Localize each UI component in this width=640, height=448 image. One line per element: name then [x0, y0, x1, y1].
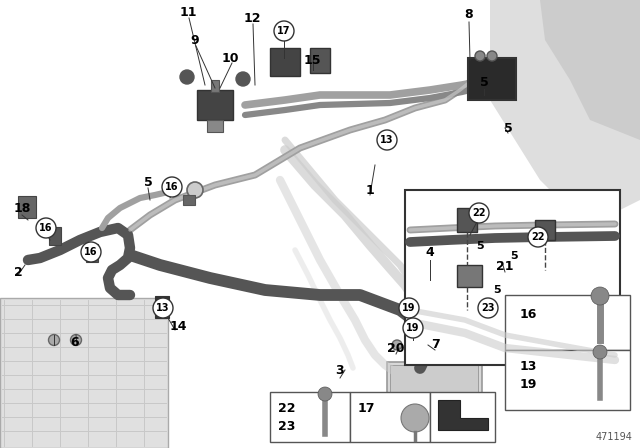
Text: 9: 9 — [191, 34, 199, 47]
Text: 13: 13 — [380, 135, 394, 145]
Bar — [390, 365, 478, 437]
Text: 5: 5 — [493, 285, 501, 295]
Bar — [505, 295, 630, 350]
Text: 15: 15 — [303, 53, 321, 66]
Circle shape — [475, 51, 485, 61]
Text: 18: 18 — [13, 202, 31, 215]
Bar — [197, 90, 233, 120]
Circle shape — [236, 72, 250, 86]
Text: 22: 22 — [472, 208, 486, 218]
Text: 22: 22 — [278, 401, 296, 414]
Text: 5: 5 — [510, 251, 518, 261]
Circle shape — [593, 345, 607, 359]
Text: 16: 16 — [84, 247, 98, 257]
Text: 16: 16 — [39, 223, 52, 233]
Text: 17: 17 — [277, 26, 291, 36]
Text: 3: 3 — [336, 363, 344, 376]
Text: 19: 19 — [403, 303, 416, 313]
Bar — [155, 296, 169, 318]
Text: 21: 21 — [496, 260, 514, 273]
Circle shape — [81, 242, 101, 262]
Circle shape — [403, 318, 423, 338]
Text: 23: 23 — [278, 419, 296, 432]
Bar — [387, 362, 482, 442]
Text: 20: 20 — [387, 343, 404, 356]
Bar — [350, 392, 430, 442]
Bar — [270, 48, 300, 76]
Text: 17: 17 — [358, 401, 376, 414]
Circle shape — [487, 51, 497, 61]
Bar — [86, 244, 98, 262]
Circle shape — [469, 203, 489, 223]
Circle shape — [162, 177, 182, 197]
Text: 19: 19 — [406, 323, 420, 333]
Text: 6: 6 — [70, 336, 79, 349]
Circle shape — [318, 387, 332, 401]
Circle shape — [187, 182, 203, 198]
Text: 14: 14 — [169, 320, 187, 333]
Text: 16: 16 — [165, 182, 179, 192]
Bar — [310, 48, 330, 73]
Polygon shape — [540, 0, 640, 140]
Text: 5: 5 — [479, 77, 488, 90]
Bar — [18, 196, 36, 218]
Text: 8: 8 — [465, 9, 474, 22]
Bar — [211, 80, 219, 92]
Circle shape — [274, 21, 294, 41]
Text: 2: 2 — [13, 266, 22, 279]
Circle shape — [401, 404, 429, 432]
Bar — [430, 392, 495, 442]
Circle shape — [528, 227, 548, 247]
Text: 471194: 471194 — [595, 432, 632, 442]
Bar — [0, 298, 168, 448]
Bar — [405, 190, 620, 365]
Text: 5: 5 — [504, 121, 513, 134]
Circle shape — [478, 298, 498, 318]
Bar — [468, 58, 516, 100]
Bar — [412, 324, 426, 340]
Text: 12: 12 — [243, 12, 260, 25]
Polygon shape — [438, 400, 488, 430]
Bar — [535, 220, 555, 240]
Bar — [207, 120, 223, 132]
Text: 19: 19 — [520, 379, 538, 392]
Circle shape — [49, 335, 60, 345]
Bar — [457, 265, 482, 287]
Text: 22: 22 — [531, 232, 545, 242]
Text: 10: 10 — [221, 52, 239, 65]
Polygon shape — [490, 0, 640, 240]
Circle shape — [36, 218, 56, 238]
Text: 16: 16 — [520, 309, 538, 322]
Text: 13: 13 — [156, 303, 170, 313]
Bar — [505, 350, 630, 410]
Circle shape — [392, 340, 402, 350]
Text: 11: 11 — [179, 5, 196, 18]
Bar — [49, 227, 61, 245]
Text: 5: 5 — [143, 176, 152, 189]
Bar — [457, 208, 477, 232]
Text: 1: 1 — [365, 184, 374, 197]
Circle shape — [591, 287, 609, 305]
Text: 4: 4 — [426, 246, 435, 259]
Circle shape — [153, 298, 173, 318]
Circle shape — [70, 335, 81, 345]
Circle shape — [399, 298, 419, 318]
Circle shape — [180, 70, 194, 84]
Bar — [270, 392, 350, 442]
Text: 23: 23 — [481, 303, 495, 313]
Bar — [183, 195, 195, 205]
Text: 5: 5 — [476, 241, 484, 251]
Text: 13: 13 — [520, 361, 538, 374]
Circle shape — [377, 130, 397, 150]
Bar — [408, 306, 422, 324]
Text: 7: 7 — [431, 339, 440, 352]
